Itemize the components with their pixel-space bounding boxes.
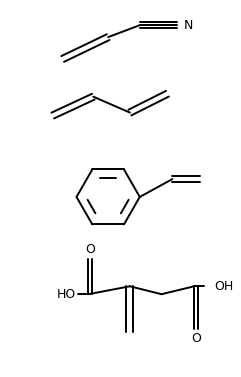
Text: O: O (85, 243, 95, 256)
Text: OH: OH (214, 280, 233, 293)
Text: HO: HO (57, 288, 76, 301)
Text: N: N (184, 19, 193, 32)
Text: O: O (191, 333, 201, 345)
